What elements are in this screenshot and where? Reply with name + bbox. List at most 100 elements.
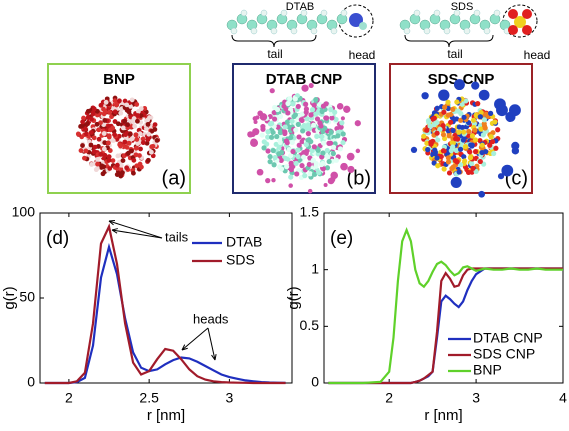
particle-atom [95,161,100,167]
particle-atom [308,112,314,118]
particle-atom [462,158,468,164]
particle-atom [94,112,100,118]
particle-atom [290,148,296,155]
particle-atom [91,106,97,112]
particle-atom [319,133,325,140]
particle-atom [318,123,324,129]
ion [438,89,450,101]
line-series [44,223,286,385]
ion [308,83,314,89]
particle-atom [134,102,140,107]
ion [307,188,313,194]
particle-atom [461,129,467,135]
particle-atom [333,157,340,163]
particle-atom [288,135,294,141]
particle-atom [140,140,146,146]
particle-atom [475,101,481,107]
ion [250,131,256,138]
particle-atom [135,113,141,118]
particle-atom [124,165,130,171]
particle-atom [311,144,317,150]
particle-atom [84,121,90,126]
head-label: head [349,48,376,62]
particle-atom [106,140,111,146]
particle-atom [138,106,144,112]
particle-atom [103,99,109,105]
particle-atom [129,148,134,154]
particle-atom [298,117,304,123]
x-tick-label: 2 [65,390,73,406]
atom [453,9,461,17]
particle-atom [453,147,460,154]
ion [347,165,355,173]
particle-atom [293,127,299,133]
ion [253,119,258,124]
particle-atom [96,127,102,133]
particle-atom [282,155,288,161]
particle-atom [88,130,94,135]
particle-atom [456,169,462,175]
particle-atom [491,150,497,157]
particle-atom [319,154,325,160]
particle-atom [481,117,487,123]
particle-atom [306,137,312,143]
particle-atom [450,106,456,112]
plot-frame [323,212,564,384]
particle-atom [489,139,496,145]
particle-atom [477,114,483,120]
particle-atom [118,110,124,116]
legend-label: DTAB CNP [473,330,543,346]
particle-atom [122,139,128,145]
particle-atom [78,148,84,153]
particle-atom [101,164,107,170]
particle-atom [134,163,140,169]
particle-atom [115,121,121,127]
head-atom [349,13,363,27]
particle-atom [84,131,89,137]
head-atom [514,16,526,28]
particle-atom [440,123,446,129]
particle-atom [88,142,94,148]
particle-atom [424,140,430,146]
particle-atom [431,160,437,166]
particle-atom [319,108,325,115]
particle-atom [437,126,443,132]
legend-label: SDS [226,252,255,268]
particle-atom [130,119,135,125]
particle-atom [127,131,133,137]
particle-atom [426,119,432,125]
particle-atom [135,141,141,146]
particle-atom [277,129,283,136]
ion [336,103,344,110]
particle-atom [264,141,270,147]
particle-atom [122,98,128,104]
particle-atom [112,98,118,104]
particle-atom [314,133,320,140]
particle-atom [322,125,328,131]
particle-atom [282,124,288,130]
particle-atom [470,117,477,123]
particle-atom [295,121,301,127]
ion [250,138,258,146]
particle-atom [445,99,451,105]
annotation: tails [165,229,189,244]
particle-atom [82,155,87,161]
particle-atom [483,149,489,155]
particle-atom [269,120,275,126]
y-tick-label: 0 [27,374,35,390]
ion [511,147,520,155]
particle-atom [118,143,123,149]
particle-atom [461,154,467,160]
particle-atom [327,140,334,146]
particle-atom [91,149,97,155]
atom [230,27,238,35]
legend-label: BNP [473,362,502,378]
particle-atom [440,132,447,138]
panel-label: (b) [347,167,371,189]
particle-atom [421,133,427,139]
particle-atom [129,97,135,103]
particle-atom [320,150,326,156]
ion [421,92,429,100]
particle-atom [467,155,474,161]
particle-atom [138,146,143,152]
